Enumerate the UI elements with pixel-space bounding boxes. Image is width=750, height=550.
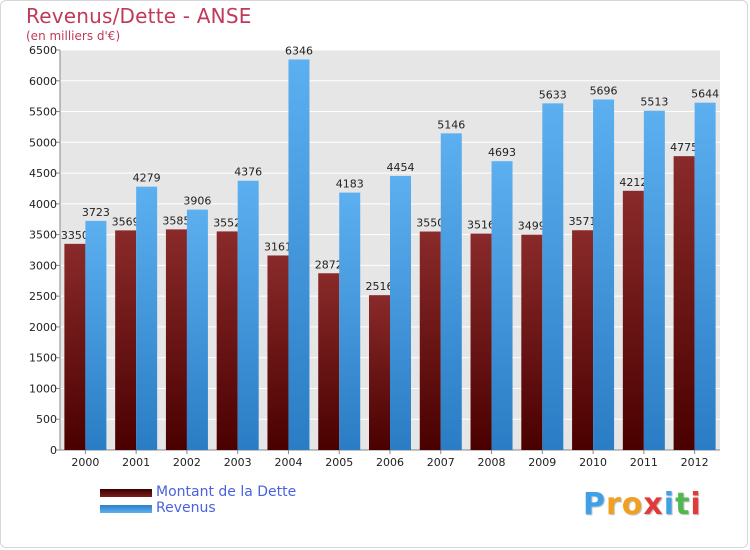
legend-label-debt: Montant de la Dette bbox=[156, 484, 297, 500]
logo-letter: P bbox=[583, 487, 606, 522]
bar-debt bbox=[115, 230, 137, 450]
logo-letter: i bbox=[690, 487, 702, 522]
y-tick-label: 4500 bbox=[29, 167, 57, 180]
data-label-revenue: 5696 bbox=[590, 84, 618, 97]
x-tick-label: 2012 bbox=[681, 456, 709, 469]
logo-letter: x bbox=[643, 487, 664, 522]
bar-debt bbox=[64, 243, 86, 450]
legend-swatch-debt bbox=[100, 489, 152, 497]
bar-debt bbox=[165, 229, 187, 450]
bar-revenue bbox=[694, 102, 716, 450]
data-label-debt: 2872 bbox=[315, 258, 343, 271]
y-tick-label: 1500 bbox=[29, 352, 57, 365]
data-label-revenue: 5513 bbox=[640, 96, 668, 109]
data-label-revenue: 4454 bbox=[387, 161, 415, 174]
bar-debt bbox=[267, 255, 289, 450]
x-tick-label: 2010 bbox=[579, 456, 607, 469]
x-tick-label: 2006 bbox=[376, 456, 404, 469]
x-tick-label: 2011 bbox=[630, 456, 658, 469]
bar-debt bbox=[622, 190, 644, 451]
data-label-debt: 3499 bbox=[518, 220, 546, 233]
legend-swatch-revenue bbox=[100, 505, 152, 513]
data-label-revenue: 4279 bbox=[133, 172, 161, 185]
y-tick-label: 5000 bbox=[29, 136, 57, 149]
bar-debt bbox=[419, 231, 441, 450]
data-label-revenue: 3906 bbox=[183, 195, 211, 208]
data-label-debt: 3569 bbox=[112, 215, 140, 228]
data-label-debt: 3516 bbox=[467, 219, 495, 232]
bar-revenue bbox=[288, 59, 310, 450]
data-label-revenue: 5644 bbox=[691, 88, 719, 101]
logo-letter: r bbox=[606, 487, 622, 522]
y-tick-label: 0 bbox=[50, 444, 57, 457]
y-tick-label: 5500 bbox=[29, 106, 57, 119]
data-label-revenue: 4376 bbox=[234, 166, 262, 179]
data-label-debt: 3571 bbox=[569, 215, 597, 228]
bar-debt bbox=[318, 273, 340, 450]
x-tick-label: 2009 bbox=[528, 456, 556, 469]
proxiti-logo: Proxiti bbox=[583, 487, 702, 522]
bar-revenue bbox=[593, 99, 615, 450]
data-label-debt: 2516 bbox=[366, 280, 394, 293]
bar-revenue bbox=[440, 133, 462, 451]
data-label-debt: 4775 bbox=[670, 141, 698, 154]
data-label-debt: 4212 bbox=[619, 176, 647, 189]
bar-revenue bbox=[186, 209, 208, 450]
x-tick-label: 2005 bbox=[325, 456, 353, 469]
y-tick-label: 6500 bbox=[29, 44, 57, 57]
y-tick-label: 2500 bbox=[29, 290, 57, 303]
x-tick-label: 2007 bbox=[427, 456, 455, 469]
y-tick-label: 6000 bbox=[29, 75, 57, 88]
legend-label-revenue: Revenus bbox=[156, 500, 216, 516]
data-label-revenue: 4183 bbox=[336, 178, 364, 191]
data-label-revenue: 5146 bbox=[437, 118, 465, 131]
x-tick-label: 2003 bbox=[224, 456, 252, 469]
y-tick-label: 2000 bbox=[29, 321, 57, 334]
bar-debt bbox=[521, 234, 543, 450]
bar-revenue bbox=[491, 161, 513, 450]
bar-debt bbox=[673, 156, 695, 450]
bar-revenue bbox=[237, 180, 259, 450]
x-tick-label: 2001 bbox=[122, 456, 150, 469]
bar-debt bbox=[470, 233, 492, 450]
bar-revenue bbox=[542, 103, 564, 450]
bar-revenue bbox=[390, 175, 411, 450]
logo-letter: o bbox=[621, 487, 644, 522]
y-tick-label: 1000 bbox=[29, 382, 57, 395]
data-label-revenue: 4693 bbox=[488, 146, 516, 159]
bar-debt bbox=[369, 295, 390, 450]
bar-revenue bbox=[339, 192, 361, 451]
data-label-debt: 3585 bbox=[162, 214, 190, 227]
data-label-revenue: 3723 bbox=[82, 206, 110, 219]
logo-letter: t bbox=[675, 487, 691, 522]
bar-revenue bbox=[136, 186, 158, 450]
x-tick-label: 2004 bbox=[274, 456, 302, 469]
x-tick-label: 2008 bbox=[478, 456, 506, 469]
y-tick-label: 3000 bbox=[29, 259, 57, 272]
y-tick-label: 500 bbox=[36, 413, 57, 426]
x-tick-label: 2002 bbox=[173, 456, 201, 469]
chart-title: Revenus/Dette - ANSE bbox=[26, 4, 252, 28]
data-label-debt: 3350 bbox=[61, 229, 89, 242]
bar-revenue bbox=[85, 220, 107, 450]
x-tick-label: 2000 bbox=[71, 456, 99, 469]
bar-revenue bbox=[643, 110, 665, 450]
chart-subtitle: (en milliers d'€) bbox=[26, 29, 121, 43]
y-tick-label: 4000 bbox=[29, 198, 57, 211]
data-label-debt: 3161 bbox=[264, 240, 292, 253]
bar-debt bbox=[216, 231, 238, 450]
bar-debt bbox=[572, 230, 594, 450]
y-tick-label: 3500 bbox=[29, 229, 57, 242]
data-label-revenue: 5633 bbox=[539, 88, 567, 101]
data-label-revenue: 6346 bbox=[285, 44, 313, 57]
data-label-debt: 3550 bbox=[416, 217, 444, 230]
logo-letter: i bbox=[663, 487, 676, 522]
data-label-debt: 3552 bbox=[213, 216, 241, 229]
